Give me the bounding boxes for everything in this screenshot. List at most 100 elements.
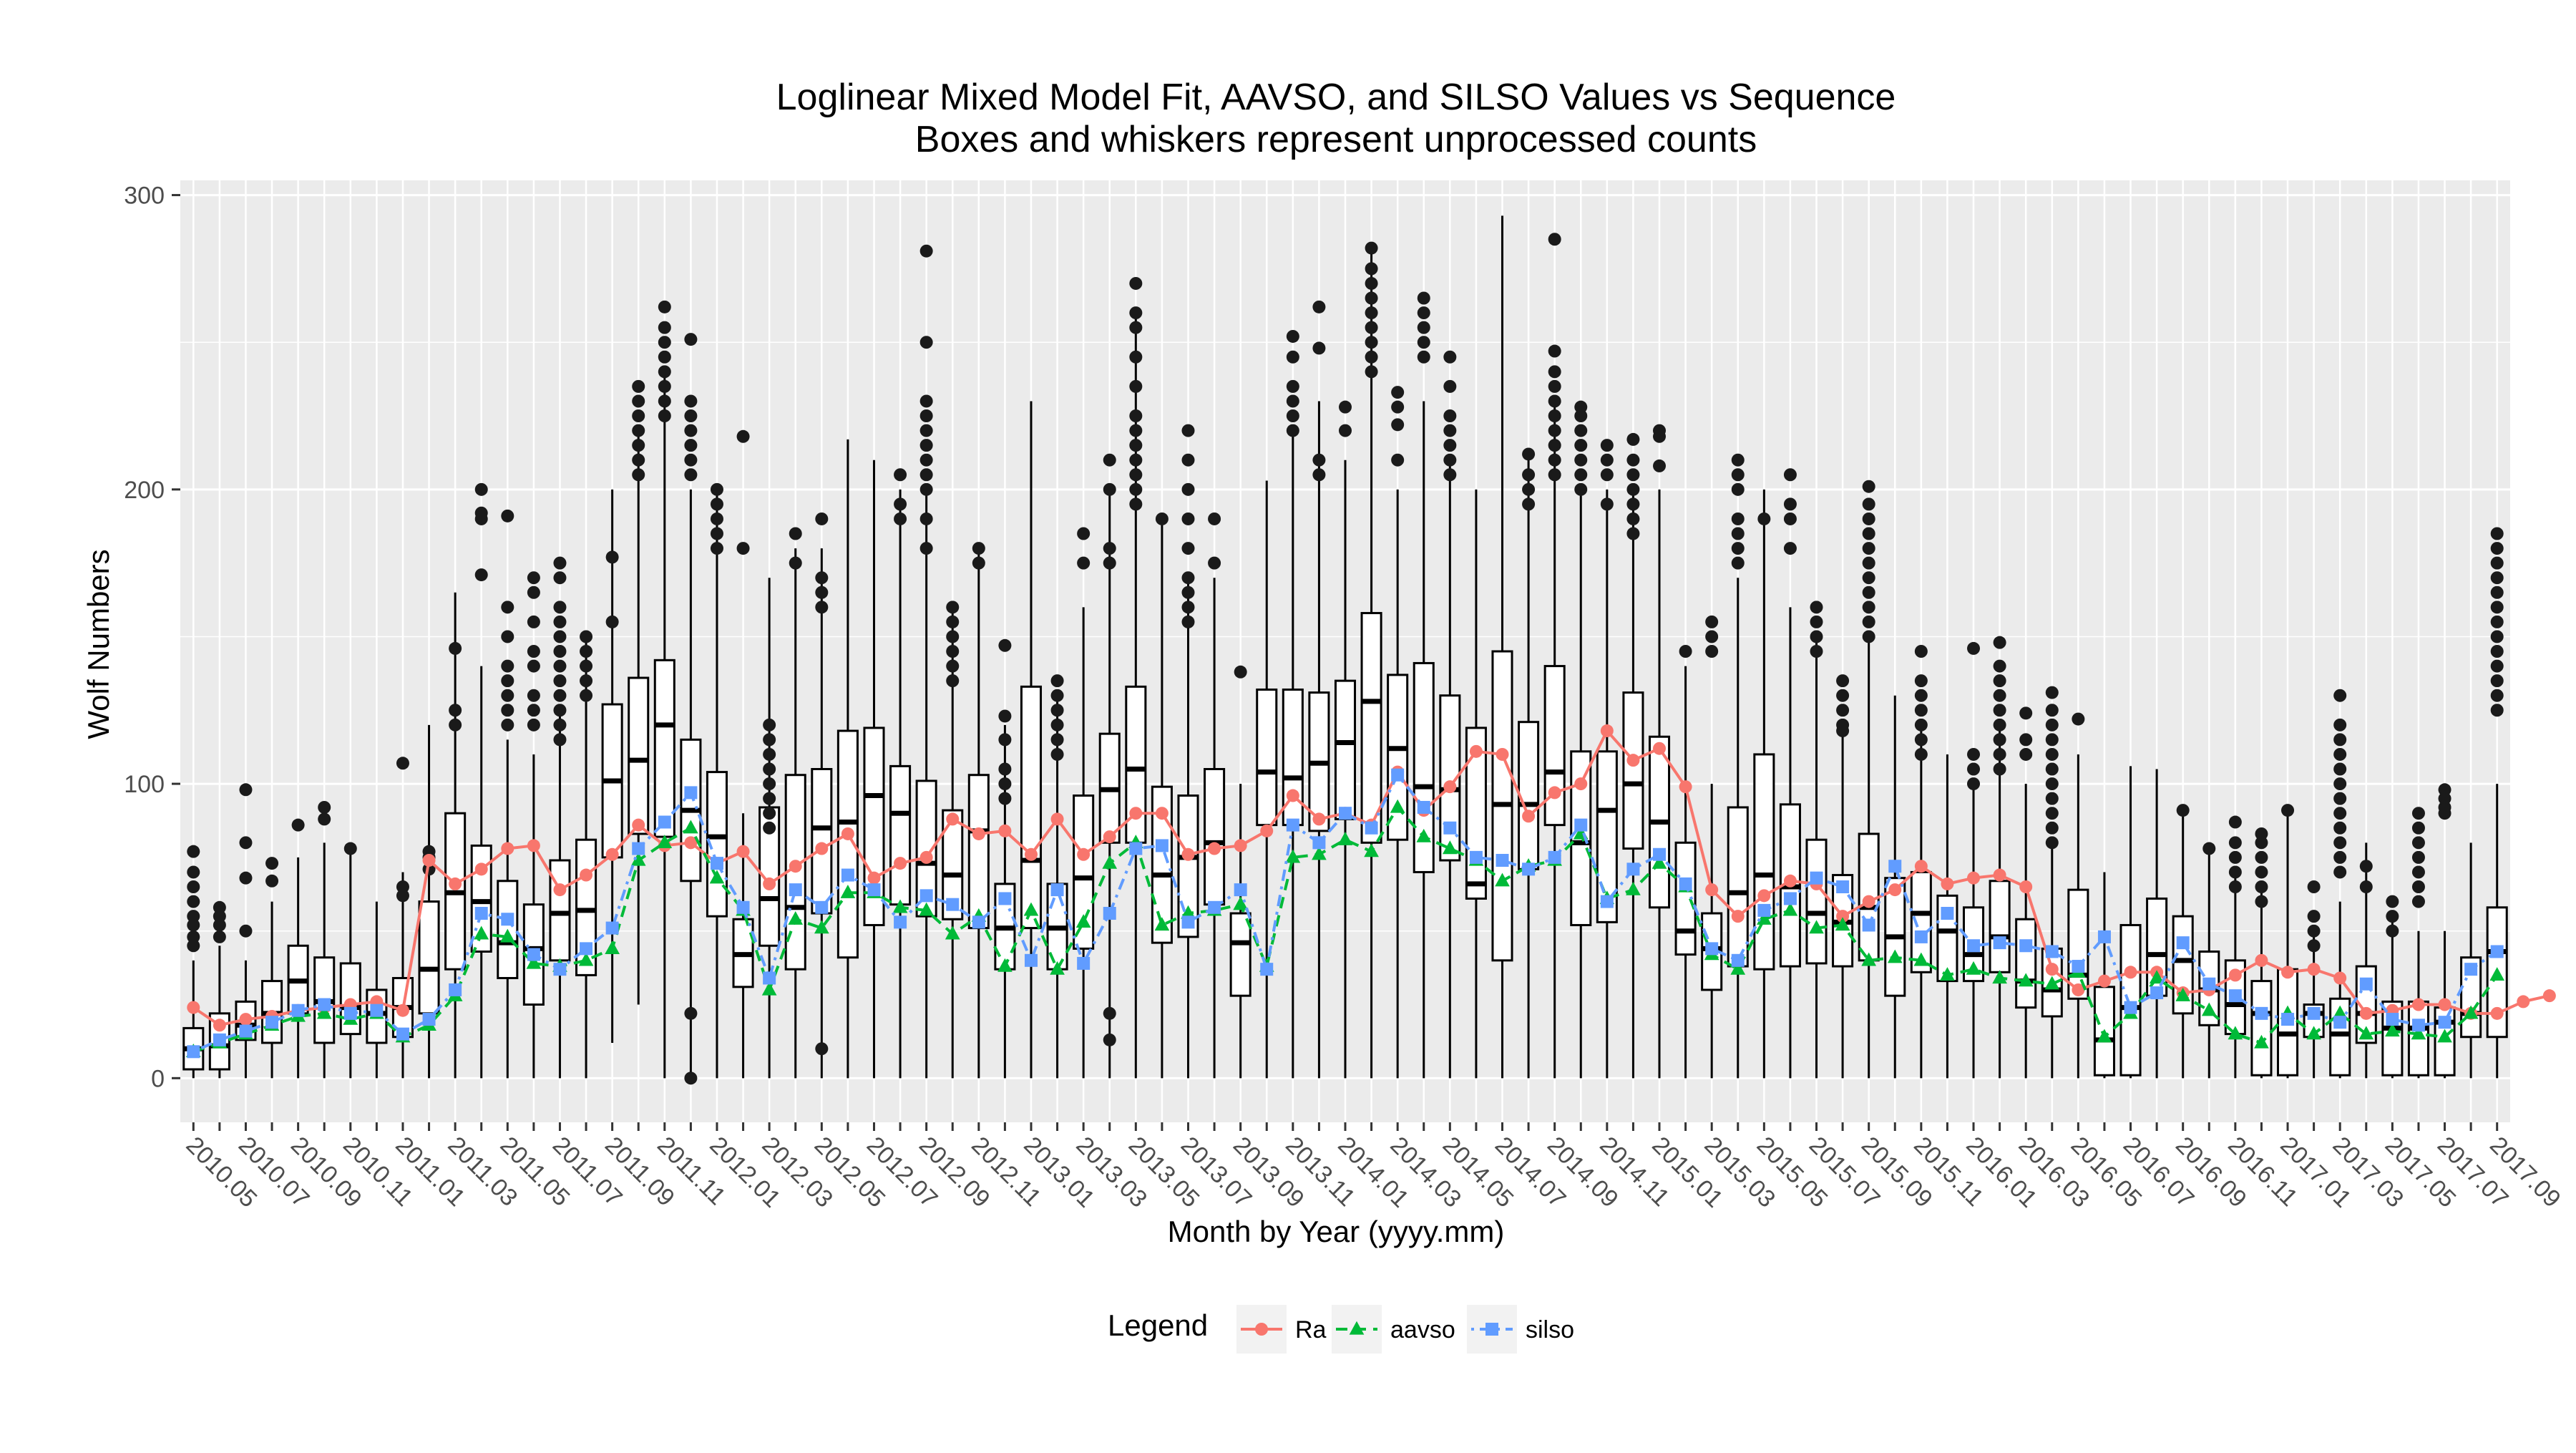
outlier-point — [684, 1071, 698, 1085]
data-point — [1312, 812, 1326, 826]
legend-label: silso — [1526, 1316, 1574, 1343]
data-point — [761, 981, 777, 996]
data-point — [2333, 971, 2347, 985]
outlier-point — [1548, 468, 1561, 482]
outlier-point — [527, 659, 540, 673]
data-point — [1417, 800, 1430, 814]
outlier-point — [1129, 497, 1143, 511]
data-point — [946, 812, 960, 826]
outlier-point — [1914, 704, 1928, 717]
box-iqr — [653, 659, 675, 838]
outlier-point — [1312, 453, 1326, 467]
data-point — [553, 883, 567, 897]
outlier-point — [1679, 645, 1692, 658]
outlier-point — [632, 424, 645, 437]
outlier-point — [1391, 386, 1405, 399]
outlier-point — [789, 556, 802, 570]
outlier-point — [1862, 585, 1875, 599]
box-iqr — [967, 774, 990, 930]
outlier-point — [1862, 615, 1875, 628]
data-point — [1208, 842, 1221, 855]
outlier-point — [1129, 468, 1143, 482]
data-point — [187, 1045, 200, 1059]
outlier-point — [1286, 379, 1299, 393]
outlier-point — [1548, 344, 1561, 358]
outlier-point — [763, 821, 776, 835]
data-point — [1861, 952, 1877, 966]
outlier-point — [1522, 482, 1536, 496]
data-point — [945, 925, 960, 940]
outlier-point — [1522, 497, 1536, 511]
outlier-point — [2045, 807, 2059, 820]
outlier-point — [213, 930, 226, 943]
outlier-point — [1365, 336, 1378, 349]
data-point — [632, 842, 645, 855]
box-plot — [1204, 512, 1226, 1079]
outlier-point — [1181, 453, 1195, 467]
outlier-point — [2255, 865, 2268, 879]
outlier-point — [946, 645, 960, 658]
outlier-point — [1522, 447, 1536, 461]
box-plot — [811, 512, 833, 1079]
outlier-point — [449, 718, 462, 732]
data-point — [1705, 942, 1719, 956]
data-point — [867, 871, 881, 885]
box-plot — [2119, 766, 2142, 1079]
outlier-point — [1417, 336, 1430, 349]
data-point — [2045, 963, 2059, 976]
outlier-point — [1574, 409, 1588, 422]
outlier-point — [1626, 482, 1640, 496]
data-point — [1967, 871, 1981, 885]
data-point — [1809, 920, 1824, 934]
data-point — [1443, 780, 1457, 794]
outlier-point — [2411, 821, 2425, 835]
outlier-point — [946, 674, 960, 688]
outlier-point — [1312, 341, 1326, 355]
outlier-point — [2072, 712, 2085, 726]
outlier-point — [1443, 439, 1457, 452]
outlier-point — [474, 482, 488, 496]
data-point — [1574, 818, 1588, 832]
outlier-point — [815, 601, 829, 614]
data-point — [449, 877, 462, 890]
data-point — [265, 1016, 279, 1029]
data-point — [1993, 868, 2006, 882]
data-point — [2201, 1002, 2217, 1016]
outlier-point — [187, 930, 200, 943]
outlier-point — [998, 733, 1012, 747]
data-point — [789, 883, 802, 897]
data-point — [1391, 768, 1405, 782]
outlier-point — [2228, 850, 2242, 864]
outlier-point — [1600, 439, 1614, 452]
outlier-point — [658, 409, 671, 422]
data-point — [526, 955, 542, 969]
outlier-point — [1993, 718, 2006, 732]
outlier-point — [1181, 601, 1195, 614]
data-point — [1783, 892, 1797, 905]
data-point — [2437, 1029, 2452, 1043]
box-iqr — [418, 900, 440, 1015]
data-point — [2045, 945, 2059, 958]
outlier-point — [632, 468, 645, 482]
data-point — [998, 824, 1012, 837]
data-point — [684, 786, 698, 800]
data-point — [1887, 949, 1903, 963]
data-point — [2124, 1001, 2137, 1014]
box-iqr — [1256, 688, 1278, 827]
data-point — [187, 1001, 200, 1014]
box-plot — [1727, 453, 1749, 1079]
data-point — [1442, 840, 1458, 855]
data-point — [580, 942, 593, 956]
outlier-point — [2333, 718, 2347, 732]
outlier-point — [501, 630, 514, 643]
data-point — [1024, 953, 1038, 967]
box-plot — [1491, 215, 1513, 1079]
legend-title: Legend — [1108, 1308, 1208, 1342]
data-point — [1522, 810, 1536, 823]
outlier-point — [2411, 850, 2425, 864]
box-plot — [2381, 895, 2404, 1079]
data-point — [736, 900, 750, 914]
data-point — [630, 852, 646, 866]
outlier-point — [1365, 262, 1378, 276]
data-point — [1835, 917, 1850, 931]
